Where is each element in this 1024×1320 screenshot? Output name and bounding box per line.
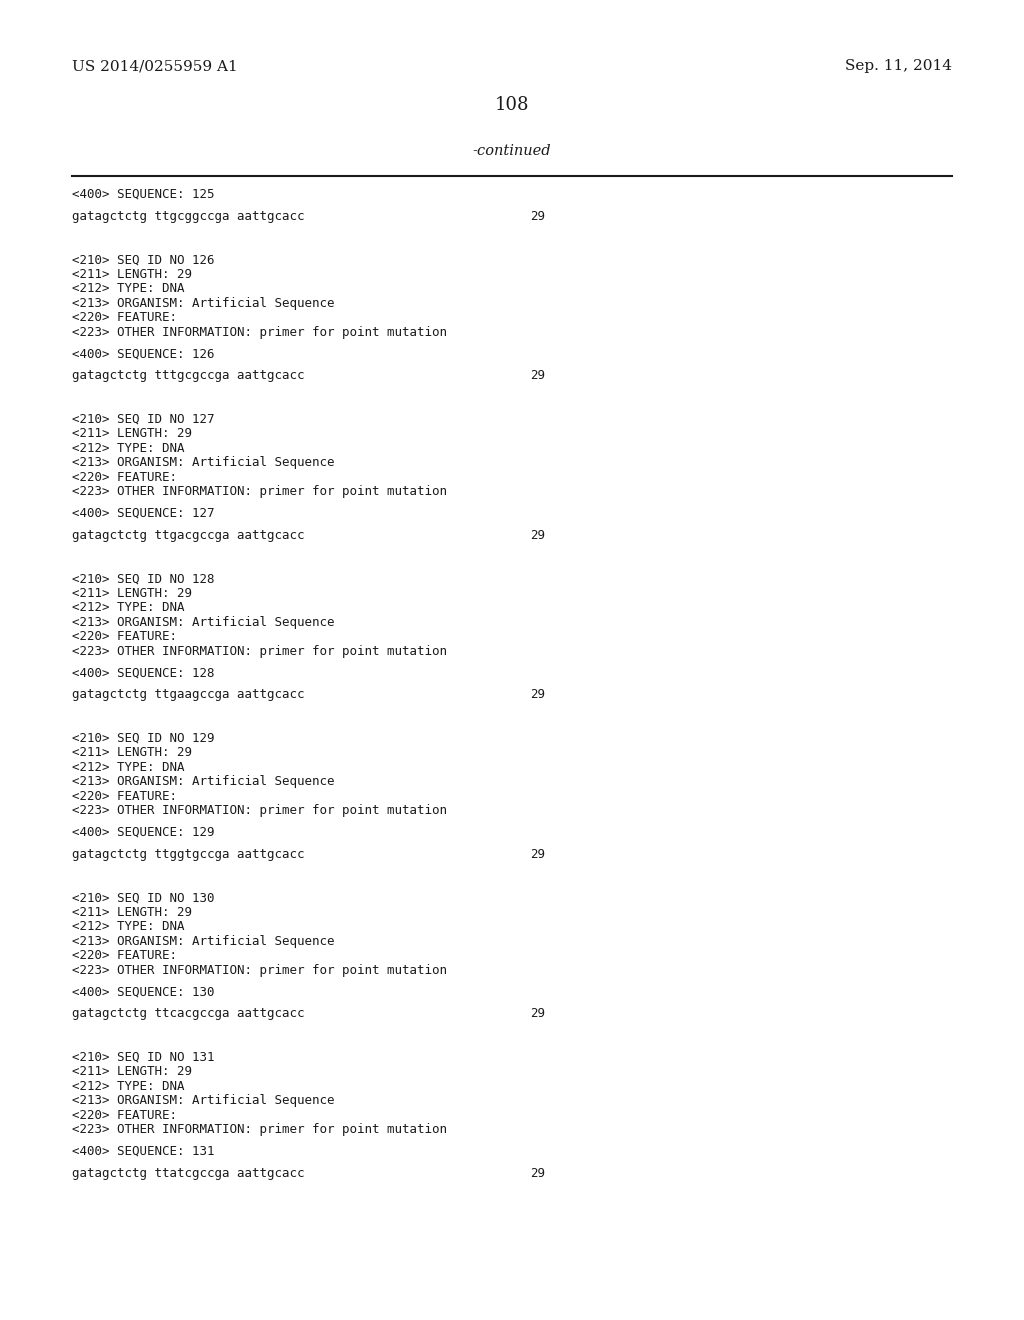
Text: <212> TYPE: DNA: <212> TYPE: DNA bbox=[72, 282, 184, 296]
Text: 29: 29 bbox=[530, 847, 545, 861]
Text: <220> FEATURE:: <220> FEATURE: bbox=[72, 789, 177, 803]
Text: <210> SEQ ID NO 128: <210> SEQ ID NO 128 bbox=[72, 573, 214, 585]
Text: <212> TYPE: DNA: <212> TYPE: DNA bbox=[72, 760, 184, 774]
Text: <211> LENGTH: 29: <211> LENGTH: 29 bbox=[72, 587, 193, 599]
Text: gatagctctg ttatcgccga aattgcacc: gatagctctg ttatcgccga aattgcacc bbox=[72, 1167, 304, 1180]
Text: <211> LENGTH: 29: <211> LENGTH: 29 bbox=[72, 906, 193, 919]
Text: <400> SEQUENCE: 131: <400> SEQUENCE: 131 bbox=[72, 1144, 214, 1158]
Text: <223> OTHER INFORMATION: primer for point mutation: <223> OTHER INFORMATION: primer for poin… bbox=[72, 804, 447, 817]
Text: gatagctctg ttgcggccga aattgcacc: gatagctctg ttgcggccga aattgcacc bbox=[72, 210, 304, 223]
Text: US 2014/0255959 A1: US 2014/0255959 A1 bbox=[72, 59, 238, 73]
Text: gatagctctg ttgacgccga aattgcacc: gatagctctg ttgacgccga aattgcacc bbox=[72, 529, 304, 541]
Text: <213> ORGANISM: Artificial Sequence: <213> ORGANISM: Artificial Sequence bbox=[72, 775, 335, 788]
Text: 108: 108 bbox=[495, 96, 529, 114]
Text: <220> FEATURE:: <220> FEATURE: bbox=[72, 630, 177, 643]
Text: 29: 29 bbox=[530, 1007, 545, 1020]
Text: <400> SEQUENCE: 127: <400> SEQUENCE: 127 bbox=[72, 507, 214, 520]
Text: 29: 29 bbox=[530, 688, 545, 701]
Text: <223> OTHER INFORMATION: primer for point mutation: <223> OTHER INFORMATION: primer for poin… bbox=[72, 1123, 447, 1137]
Text: <400> SEQUENCE: 129: <400> SEQUENCE: 129 bbox=[72, 826, 214, 840]
Text: gatagctctg ttgaagccga aattgcacc: gatagctctg ttgaagccga aattgcacc bbox=[72, 688, 304, 701]
Text: 29: 29 bbox=[530, 370, 545, 383]
Text: 29: 29 bbox=[530, 210, 545, 223]
Text: <220> FEATURE:: <220> FEATURE: bbox=[72, 312, 177, 325]
Text: <211> LENGTH: 29: <211> LENGTH: 29 bbox=[72, 428, 193, 441]
Text: <212> TYPE: DNA: <212> TYPE: DNA bbox=[72, 601, 184, 614]
Text: <223> OTHER INFORMATION: primer for point mutation: <223> OTHER INFORMATION: primer for poin… bbox=[72, 326, 447, 339]
Text: <210> SEQ ID NO 126: <210> SEQ ID NO 126 bbox=[72, 253, 214, 267]
Text: <220> FEATURE:: <220> FEATURE: bbox=[72, 949, 177, 962]
Text: gatagctctg tttgcgccga aattgcacc: gatagctctg tttgcgccga aattgcacc bbox=[72, 370, 304, 383]
Text: <220> FEATURE:: <220> FEATURE: bbox=[72, 1109, 177, 1122]
Text: 29: 29 bbox=[530, 1167, 545, 1180]
Text: <213> ORGANISM: Artificial Sequence: <213> ORGANISM: Artificial Sequence bbox=[72, 297, 335, 310]
Text: 29: 29 bbox=[530, 529, 545, 541]
Text: <400> SEQUENCE: 125: <400> SEQUENCE: 125 bbox=[72, 187, 214, 201]
Text: <213> ORGANISM: Artificial Sequence: <213> ORGANISM: Artificial Sequence bbox=[72, 615, 335, 628]
Text: <211> LENGTH: 29: <211> LENGTH: 29 bbox=[72, 746, 193, 759]
Text: <213> ORGANISM: Artificial Sequence: <213> ORGANISM: Artificial Sequence bbox=[72, 1094, 335, 1107]
Text: <213> ORGANISM: Artificial Sequence: <213> ORGANISM: Artificial Sequence bbox=[72, 935, 335, 948]
Text: <400> SEQUENCE: 130: <400> SEQUENCE: 130 bbox=[72, 986, 214, 998]
Text: <223> OTHER INFORMATION: primer for point mutation: <223> OTHER INFORMATION: primer for poin… bbox=[72, 486, 447, 498]
Text: <223> OTHER INFORMATION: primer for point mutation: <223> OTHER INFORMATION: primer for poin… bbox=[72, 964, 447, 977]
Text: <210> SEQ ID NO 127: <210> SEQ ID NO 127 bbox=[72, 413, 214, 426]
Text: <210> SEQ ID NO 130: <210> SEQ ID NO 130 bbox=[72, 891, 214, 904]
Text: <210> SEQ ID NO 131: <210> SEQ ID NO 131 bbox=[72, 1051, 214, 1064]
Text: <400> SEQUENCE: 126: <400> SEQUENCE: 126 bbox=[72, 347, 214, 360]
Text: <400> SEQUENCE: 128: <400> SEQUENCE: 128 bbox=[72, 667, 214, 680]
Text: gatagctctg ttcacgccga aattgcacc: gatagctctg ttcacgccga aattgcacc bbox=[72, 1007, 304, 1020]
Text: <212> TYPE: DNA: <212> TYPE: DNA bbox=[72, 442, 184, 455]
Text: gatagctctg ttggtgccga aattgcacc: gatagctctg ttggtgccga aattgcacc bbox=[72, 847, 304, 861]
Text: <212> TYPE: DNA: <212> TYPE: DNA bbox=[72, 1080, 184, 1093]
Text: <210> SEQ ID NO 129: <210> SEQ ID NO 129 bbox=[72, 731, 214, 744]
Text: <211> LENGTH: 29: <211> LENGTH: 29 bbox=[72, 268, 193, 281]
Text: <211> LENGTH: 29: <211> LENGTH: 29 bbox=[72, 1065, 193, 1078]
Text: <212> TYPE: DNA: <212> TYPE: DNA bbox=[72, 920, 184, 933]
Text: <223> OTHER INFORMATION: primer for point mutation: <223> OTHER INFORMATION: primer for poin… bbox=[72, 644, 447, 657]
Text: <213> ORGANISM: Artificial Sequence: <213> ORGANISM: Artificial Sequence bbox=[72, 457, 335, 469]
Text: Sep. 11, 2014: Sep. 11, 2014 bbox=[845, 59, 952, 73]
Text: -continued: -continued bbox=[473, 144, 551, 158]
Text: <220> FEATURE:: <220> FEATURE: bbox=[72, 471, 177, 483]
